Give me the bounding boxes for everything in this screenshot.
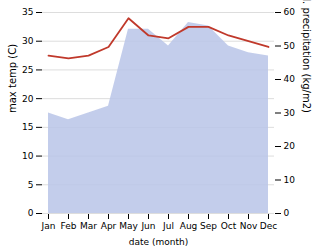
svg-text:Apr: Apr <box>101 221 117 231</box>
svg-text:date (month): date (month) <box>129 237 188 247</box>
svg-text:Jul: Jul <box>162 221 174 231</box>
svg-text:20: 20 <box>22 94 34 104</box>
svg-text:Dec: Dec <box>260 221 277 231</box>
svg-text:15: 15 <box>22 122 33 132</box>
svg-text:60: 60 <box>284 7 296 17</box>
svg-text:10: 10 <box>22 151 34 161</box>
svg-text:30: 30 <box>284 108 296 118</box>
svg-text:5: 5 <box>28 180 34 190</box>
svg-text:10: 10 <box>284 175 296 185</box>
svg-text:Jun: Jun <box>140 221 155 231</box>
svg-text:25: 25 <box>22 65 33 75</box>
svg-text:50: 50 <box>284 41 296 51</box>
svg-text:May: May <box>119 221 138 231</box>
svg-text:Mar: Mar <box>80 221 97 231</box>
svg-text:0: 0 <box>284 208 290 218</box>
svg-text:0: 0 <box>28 208 34 218</box>
svg-text:Jan: Jan <box>41 221 56 231</box>
svg-text:Sep: Sep <box>200 221 217 231</box>
svg-text:30: 30 <box>22 36 34 46</box>
svg-text:35: 35 <box>22 7 33 17</box>
svg-text:Nov: Nov <box>240 221 258 231</box>
svg-text:max temp (C): max temp (C) <box>7 44 18 113</box>
svg-text:Feb: Feb <box>61 221 77 231</box>
svg-text:Oct: Oct <box>221 221 237 231</box>
svg-text:20: 20 <box>284 141 296 151</box>
svg-text:med. precipitation (kg/m2): med. precipitation (kg/m2) <box>301 0 312 113</box>
svg-text:Aug: Aug <box>180 221 198 231</box>
svg-text:40: 40 <box>284 74 296 84</box>
